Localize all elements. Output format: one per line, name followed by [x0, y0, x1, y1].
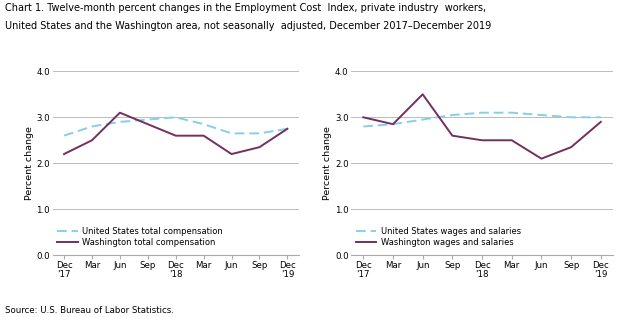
Legend: United States total compensation, Washington total compensation: United States total compensation, Washin…: [57, 227, 223, 247]
Y-axis label: Percent change: Percent change: [323, 126, 332, 200]
Legend: United States wages and salaries, Washington wages and salaries: United States wages and salaries, Washin…: [356, 227, 521, 247]
Text: Chart 1. Twelve-month percent changes in the Employment Cost  Index, private ind: Chart 1. Twelve-month percent changes in…: [5, 3, 486, 13]
Y-axis label: Percent change: Percent change: [25, 126, 34, 200]
Text: Source: U.S. Bureau of Labor Statistics.: Source: U.S. Bureau of Labor Statistics.: [5, 307, 174, 315]
Text: United States and the Washington area, not seasonally  adjusted, December 2017–D: United States and the Washington area, n…: [5, 21, 491, 31]
